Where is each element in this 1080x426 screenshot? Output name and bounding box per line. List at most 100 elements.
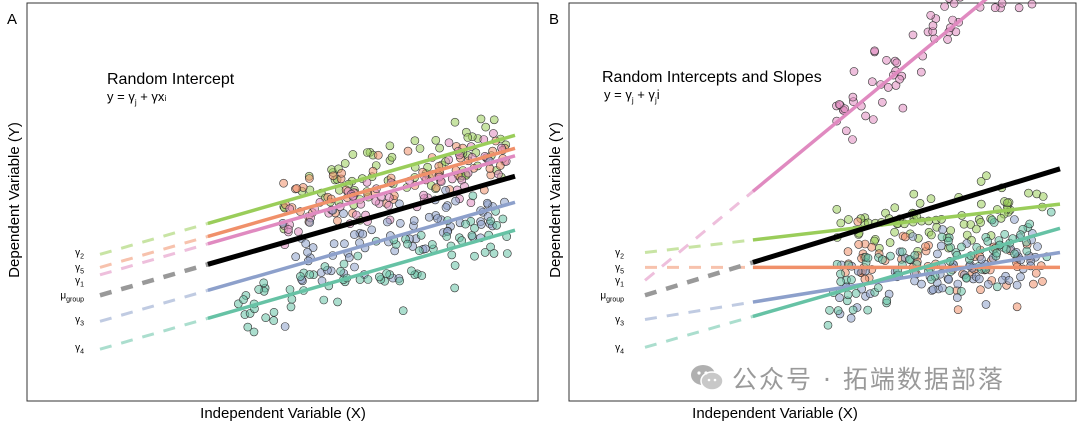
point-g2 (996, 214, 1006, 223)
point-g5 (431, 183, 441, 192)
point-g1 (1027, 0, 1037, 9)
point-g4 (269, 307, 279, 317)
point-g4 (833, 306, 843, 315)
point-g3 (395, 219, 405, 228)
point-g4 (470, 251, 479, 261)
point-g4 (836, 277, 846, 287)
point-g5 (976, 285, 985, 295)
group-label-4: γ4 (75, 342, 84, 355)
point-g2 (1024, 188, 1033, 198)
point-g5 (279, 178, 288, 188)
point-g3 (977, 254, 986, 264)
point-g4 (269, 316, 279, 325)
point-g4 (403, 239, 412, 249)
group-label-1: γ1 (75, 275, 84, 288)
point-g1 (1014, 3, 1024, 13)
point-g4 (398, 306, 408, 316)
point-g4 (882, 296, 892, 305)
point-g4 (447, 250, 457, 260)
point-g3 (382, 217, 392, 227)
point-g4 (382, 269, 391, 278)
point-g1 (384, 201, 394, 210)
fit-line-g1 (207, 154, 516, 246)
point-g2 (431, 136, 441, 145)
point-g2 (463, 133, 473, 142)
group-label-group: μgroup (600, 290, 624, 303)
point-g4 (502, 249, 512, 258)
point-g2 (385, 141, 395, 151)
fit-line-g4 (207, 228, 516, 320)
fit-line-mu (752, 166, 1061, 265)
point-g4 (407, 266, 416, 276)
point-g4 (239, 295, 248, 304)
panel-a-frame (26, 2, 539, 402)
point-g3 (981, 300, 991, 309)
point-g2 (971, 224, 981, 234)
point-g4 (470, 223, 479, 233)
point-g3 (952, 293, 962, 302)
point-g2 (410, 136, 420, 145)
point-g4 (886, 251, 895, 261)
point-g4 (416, 231, 426, 240)
panel-a-equation: y = γj + γxi (107, 89, 166, 107)
extrapolation-g3 (99, 288, 209, 323)
point-g3 (1012, 280, 1022, 290)
extrapolation-g5 (99, 234, 209, 269)
group-label-1: γ1 (615, 275, 624, 288)
point-g1 (882, 55, 891, 65)
point-g5 (1029, 279, 1038, 289)
group-label-2: γ2 (615, 248, 624, 261)
point-g4 (823, 320, 833, 330)
point-g4 (957, 242, 966, 252)
point-g4 (417, 271, 427, 280)
point-g4 (987, 215, 997, 225)
point-g5 (843, 247, 853, 256)
point-g2 (836, 218, 846, 228)
point-g4 (320, 262, 330, 271)
point-g4 (395, 276, 405, 286)
scatter-points (823, 0, 1056, 330)
point-g3 (917, 279, 926, 289)
point-g4 (1000, 230, 1010, 239)
point-g4 (1046, 207, 1056, 217)
point-g4 (847, 275, 856, 285)
point-g4 (836, 269, 845, 279)
point-g4 (296, 272, 305, 281)
point-g4 (851, 289, 861, 298)
point-g1 (940, 2, 949, 11)
point-g4 (945, 286, 954, 295)
point-g2 (362, 148, 372, 157)
point-g4 (259, 278, 269, 288)
point-g4 (414, 246, 424, 255)
point-g5 (921, 242, 930, 251)
point-g3 (424, 212, 434, 222)
point-g2 (387, 152, 397, 162)
point-g4 (486, 216, 496, 226)
point-g2 (926, 194, 936, 203)
point-g5 (292, 184, 302, 193)
point-g4 (1022, 246, 1032, 256)
point-g1 (489, 129, 498, 138)
point-g3 (344, 253, 354, 262)
point-g5 (337, 168, 346, 178)
fit-line-g3 (207, 200, 516, 293)
point-g3 (350, 262, 359, 272)
point-g4 (374, 272, 384, 282)
point-g4 (937, 232, 947, 242)
point-g4 (926, 275, 936, 284)
point-g4 (983, 237, 993, 246)
point-g3 (305, 218, 315, 227)
point-g4 (489, 249, 499, 258)
point-g4 (468, 191, 478, 201)
point-g3 (846, 313, 856, 323)
point-g1 (883, 83, 893, 92)
point-g2 (885, 238, 895, 247)
point-g4 (333, 297, 342, 307)
point-g3 (928, 285, 938, 294)
point-g3 (974, 274, 984, 284)
fit-line-g5 (207, 146, 516, 239)
point-g2 (946, 226, 956, 235)
point-g4 (286, 302, 296, 312)
point-g2 (915, 199, 925, 208)
point-g2 (909, 189, 919, 199)
